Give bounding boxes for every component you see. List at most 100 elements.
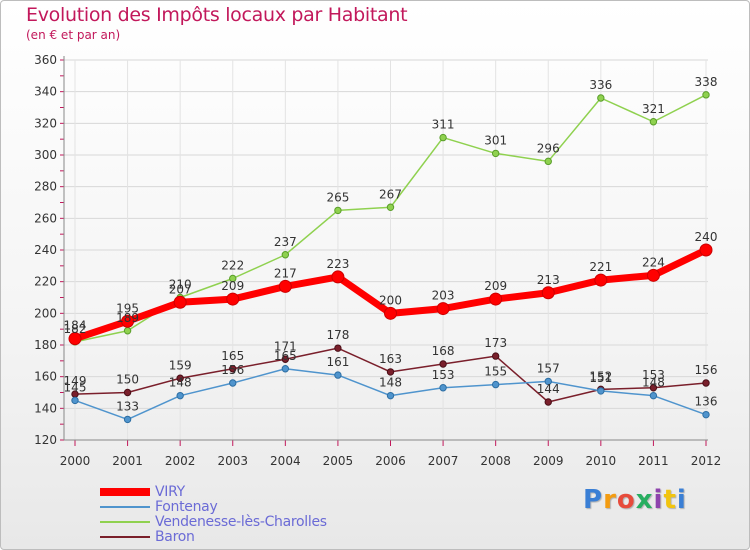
- data-label: 195: [116, 301, 139, 315]
- proxiti-logo: Proxiti: [583, 485, 687, 515]
- data-label: 200: [379, 293, 402, 307]
- legend-label-baron: Baron: [155, 529, 195, 545]
- data-point: [71, 396, 79, 405]
- data-point: [491, 149, 500, 158]
- y-tick-label: 220: [34, 275, 57, 289]
- data-point: [173, 295, 187, 309]
- legend-item-fontenay: Fontenay: [100, 499, 400, 515]
- data-point: [334, 344, 342, 352]
- data-label: 189: [116, 311, 139, 325]
- x-tick-label: 2002: [165, 454, 196, 468]
- data-point: [123, 415, 132, 424]
- data-label: 296: [537, 141, 560, 155]
- data-point: [68, 332, 82, 346]
- x-tick-label: 2005: [323, 454, 354, 468]
- data-label: 161: [326, 355, 349, 369]
- data-label: 173: [484, 336, 507, 350]
- y-tick-label: 120: [34, 433, 57, 447]
- chart-subtitle: (en € et par an): [26, 28, 121, 42]
- data-label: 184: [64, 319, 87, 333]
- data-point: [544, 157, 552, 166]
- data-label: 338: [695, 75, 718, 89]
- data-label: 136: [695, 395, 718, 409]
- legend-swatch-vendenesse: [100, 521, 150, 523]
- data-point: [489, 292, 503, 306]
- y-tick-label: 280: [34, 180, 57, 194]
- data-label: 217: [274, 266, 297, 280]
- data-point: [176, 391, 184, 400]
- legend-label-fontenay: Fontenay: [155, 499, 218, 515]
- x-tick-label: 2011: [638, 454, 669, 468]
- chart-title: Evolution des Impôts locaux par Habitant: [26, 4, 408, 26]
- data-label: 267: [379, 187, 402, 201]
- data-label: 178: [326, 328, 349, 342]
- data-point: [278, 279, 292, 293]
- data-point: [646, 268, 660, 282]
- data-label: 153: [642, 368, 665, 382]
- x-tick-label: 2012: [691, 454, 722, 468]
- data-label: 145: [64, 380, 87, 394]
- data-label: 133: [116, 399, 139, 413]
- data-point: [439, 133, 447, 142]
- data-point: [649, 118, 658, 126]
- data-label: 224: [642, 255, 665, 269]
- data-point: [121, 314, 135, 328]
- y-tick-label: 180: [34, 338, 57, 352]
- data-point: [597, 94, 605, 102]
- x-tick-label: 2001: [112, 454, 143, 468]
- data-label: 168: [432, 344, 455, 358]
- data-label: 152: [589, 369, 612, 383]
- data-label: 165: [221, 349, 244, 363]
- data-label: 301: [484, 133, 507, 147]
- data-label: 207: [169, 282, 192, 296]
- legend-label-viry: VIRY: [155, 484, 185, 500]
- data-point: [491, 352, 500, 360]
- x-tick-label: 2009: [533, 454, 564, 468]
- data-point: [281, 365, 290, 373]
- legend-item-vendenesse: Vendenesse-lès-Charolles: [100, 514, 400, 530]
- y-tick-label: 160: [34, 370, 57, 384]
- data-label: 265: [326, 190, 349, 204]
- data-label: 182: [64, 322, 87, 336]
- data-label: 223: [326, 257, 349, 271]
- data-point: [544, 398, 552, 406]
- data-label: 222: [221, 259, 244, 273]
- y-tick-label: 360: [34, 53, 57, 67]
- x-tick-label: 2007: [428, 454, 459, 468]
- data-label: 148: [642, 376, 665, 390]
- x-tick-label: 2004: [270, 454, 301, 468]
- data-point: [702, 91, 710, 99]
- legend-item-viry: VIRY: [100, 484, 400, 500]
- data-label: 336: [589, 78, 612, 92]
- data-point: [439, 384, 447, 392]
- legend-swatch-viry: [100, 488, 150, 496]
- data-point: [597, 387, 605, 395]
- data-label: 157: [537, 361, 560, 375]
- data-point: [491, 380, 500, 389]
- data-label: 221: [589, 260, 612, 274]
- data-point: [436, 302, 450, 316]
- data-label: 159: [169, 358, 192, 372]
- data-point: [649, 384, 658, 392]
- data-label: 148: [379, 376, 402, 390]
- data-label: 237: [274, 235, 297, 249]
- data-point: [699, 243, 713, 257]
- data-label: 156: [221, 363, 244, 377]
- data-label: 321: [642, 102, 665, 116]
- logo-letter: t: [663, 485, 677, 515]
- data-point: [176, 374, 184, 382]
- data-point: [281, 355, 290, 363]
- logo-letter: x: [635, 485, 654, 515]
- data-point: [649, 391, 658, 400]
- data-point: [386, 368, 395, 376]
- legend-swatch-baron: [100, 536, 150, 538]
- data-point: [384, 306, 397, 320]
- data-label: 165: [274, 349, 297, 363]
- y-tick-label: 260: [34, 211, 57, 225]
- y-tick-label: 140: [34, 401, 57, 415]
- data-label: 155: [484, 365, 507, 379]
- data-point: [594, 273, 608, 287]
- logo-letter: o: [616, 485, 636, 515]
- legend: VIRY Fontenay Vendenesse-lès-Charolles B…: [100, 484, 400, 545]
- data-label: 213: [537, 273, 560, 287]
